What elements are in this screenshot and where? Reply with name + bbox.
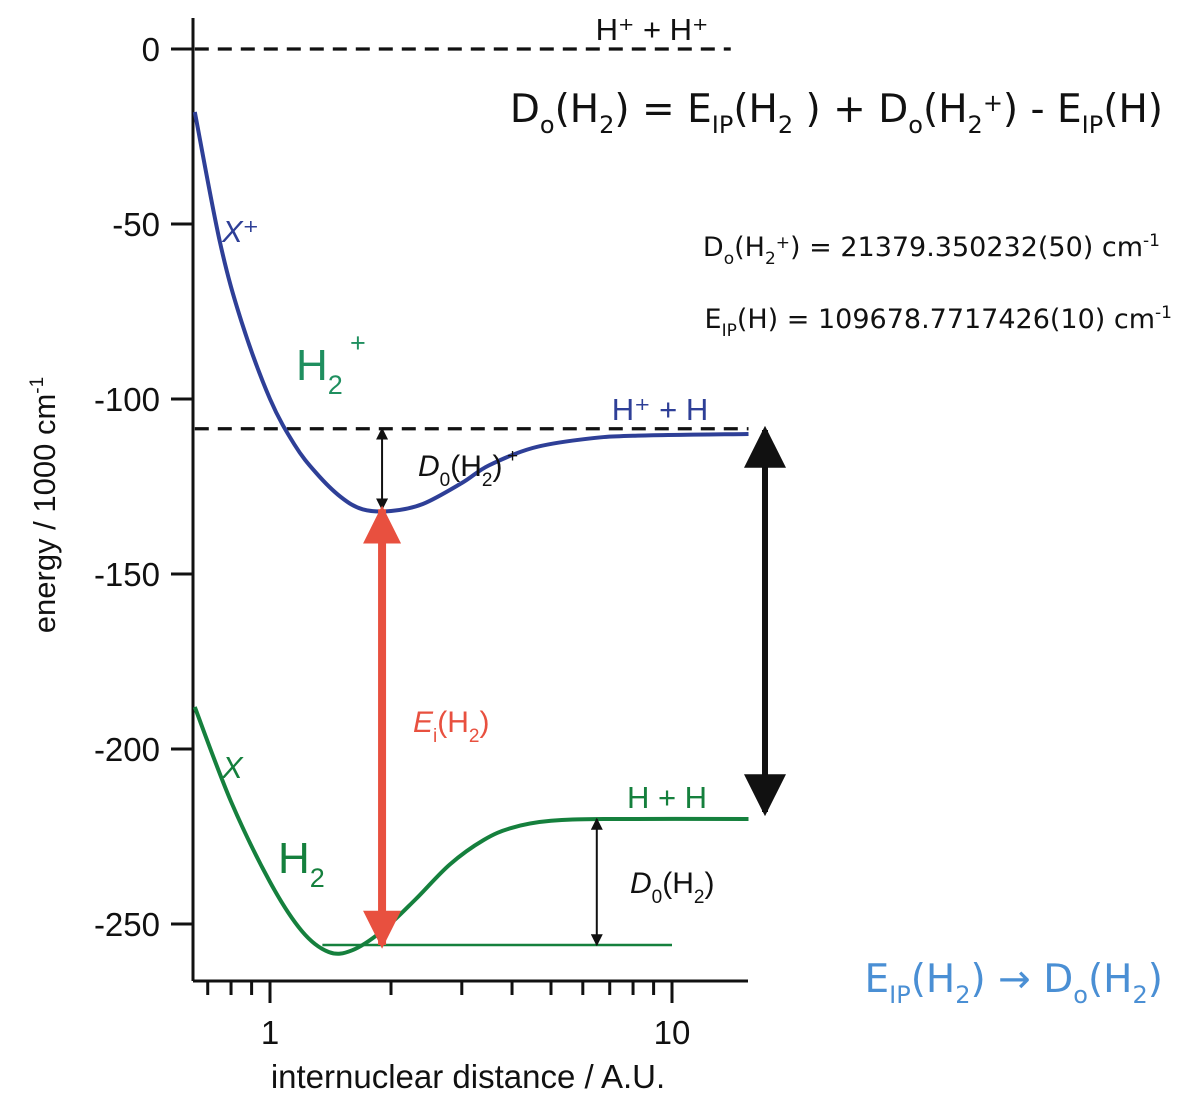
x-plus-label: X⁺ (221, 214, 259, 249)
h2-species-label: H2 (278, 834, 325, 893)
conclusion-text: EIP(H2) → Do(H2) (864, 957, 1163, 1009)
constant-d0-h2plus: Do(H2+) = 21379.350232(50) cm-1 (703, 231, 1160, 269)
hplus-h-label: H⁺ + H (612, 392, 708, 427)
arrows (363, 425, 786, 949)
x-axis-label: internuclear distance / A.U. (271, 1058, 665, 1095)
plot-labels: H⁺ + H⁺ H⁺ + H H + H X⁺ X H2 + H2 D0(H2)… (221, 12, 714, 908)
hplus-hplus-label: H⁺ + H⁺ (596, 12, 709, 47)
y-tick-label: -150 (94, 556, 160, 593)
y-tick-label: -100 (94, 381, 160, 418)
y-tick-label: -50 (112, 206, 160, 243)
equation: Do(H2) = EIP(H2 ) + Do(H2+) - EIP(H) (510, 87, 1163, 139)
y-ticks: 0 -50 -100 -150 -200 -250 (94, 31, 193, 943)
h2plus-species-sup: + (350, 328, 366, 358)
x-tick-label: 1 (261, 1014, 279, 1051)
h-h-label: H + H (627, 780, 707, 815)
axes: 0 -50 -100 -150 -200 -250 1 10 energy / 1000 c… (27, 18, 748, 1095)
x-tick-label: 10 (654, 1014, 691, 1051)
y-axis-label-sup: -1 (27, 377, 48, 394)
d0-h2-label: D0(H2) (630, 867, 714, 908)
y-tick-label: 0 (142, 31, 160, 68)
d0-h2plus-label: D0(H2) (418, 450, 502, 491)
constant-eip-h: EIP(H) = 109678.7717426(10) cm-1 (705, 303, 1173, 341)
x-label: X (221, 750, 244, 785)
y-axis-label: energy / 1000 cm-1 (27, 377, 62, 633)
curves (192, 111, 749, 956)
x-ticks: 1 10 (206, 981, 691, 1051)
ei-h2-label: Ei(H2) (413, 706, 489, 747)
y-tick-label: -200 (94, 731, 160, 768)
y-tick-label: -250 (94, 906, 160, 943)
d0-h2plus-sup: + (507, 446, 518, 467)
h2plus-species-label: H2 (296, 341, 343, 400)
